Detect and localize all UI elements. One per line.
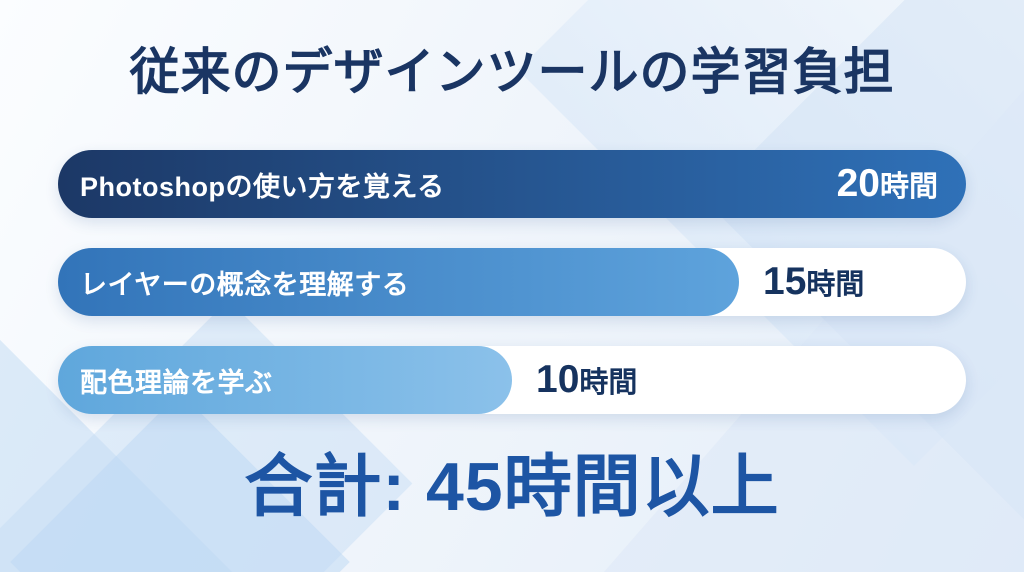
bar-row-photoshop: Photoshopの使い方を覚える 20 時間 xyxy=(58,150,966,218)
bar-value-unit: 時間 xyxy=(879,171,938,203)
bar-fill: Photoshopの使い方を覚える xyxy=(58,150,966,218)
bar-value-unit: 時間 xyxy=(806,269,865,301)
bar-value-unit: 時間 xyxy=(579,367,638,399)
total-label: 合計: 45時間以上 xyxy=(244,449,780,525)
bar-label: レイヤーの概念を理解する xyxy=(80,269,410,300)
bar-value-number: 10 xyxy=(536,358,580,401)
bar-value-number: 15 xyxy=(763,260,807,303)
bar-chart: Photoshopの使い方を覚える 20 時間 レイヤーの概念を理解する 15 時間… xyxy=(58,150,966,414)
bar-value-number: 20 xyxy=(836,162,880,205)
bar-label: Photoshopの使い方を覚える xyxy=(80,171,445,202)
bar-row-color-theory: 配色理論を学ぶ 10 時間 xyxy=(58,346,966,414)
bar-value: 20 時間 xyxy=(837,162,938,206)
bar-row-layers: レイヤーの概念を理解する 15 時間 xyxy=(58,248,966,316)
page-title: 従来のデザインツールの学習負担 xyxy=(129,44,895,100)
bar-value: 10 時間 xyxy=(536,358,637,402)
bar-value: 15 時間 xyxy=(763,260,864,304)
bar-fill: 配色理論を学ぶ xyxy=(58,346,512,414)
bar-fill: レイヤーの概念を理解する xyxy=(58,248,739,316)
bar-label: 配色理論を学ぶ xyxy=(80,367,273,398)
